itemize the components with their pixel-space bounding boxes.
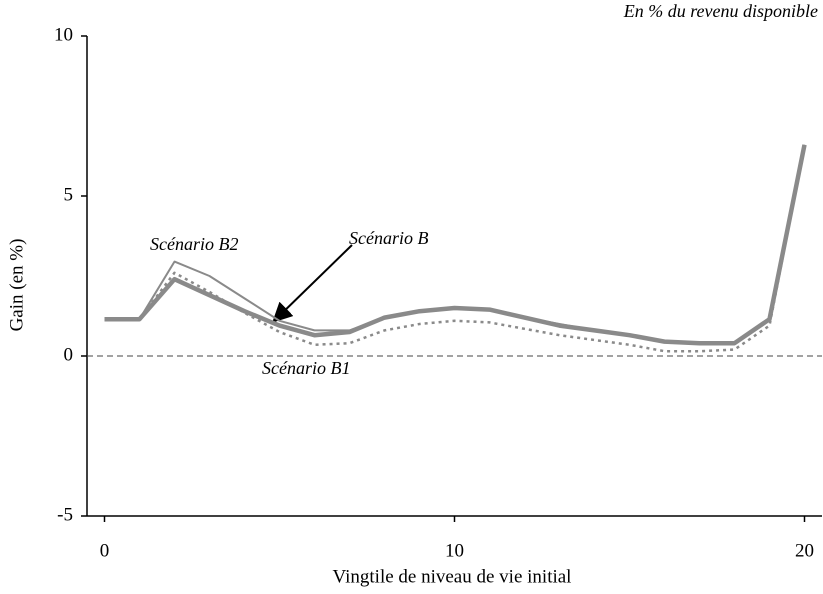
series-label: Scénario B xyxy=(349,228,428,248)
y-tick-label: 10 xyxy=(54,24,73,45)
x-tick-label: 0 xyxy=(100,540,110,561)
series-label: Scénario B1 xyxy=(262,358,350,378)
x-tick-label: 20 xyxy=(795,540,814,561)
y-tick-label: 5 xyxy=(64,184,74,205)
series-label: Scénario B2 xyxy=(150,234,238,254)
x-axis-label: Vingtile de niveau de vie initial xyxy=(333,566,572,587)
series-line xyxy=(104,144,807,346)
x-tick-label: 10 xyxy=(445,540,464,561)
subtitle: En % du revenu disponible xyxy=(623,1,818,21)
y-tick-label: -5 xyxy=(57,504,73,525)
y-axis-label: Gain (en %) xyxy=(6,239,27,332)
series-line xyxy=(104,144,806,353)
arrow xyxy=(272,244,353,323)
y-tick-label: 0 xyxy=(64,344,74,365)
